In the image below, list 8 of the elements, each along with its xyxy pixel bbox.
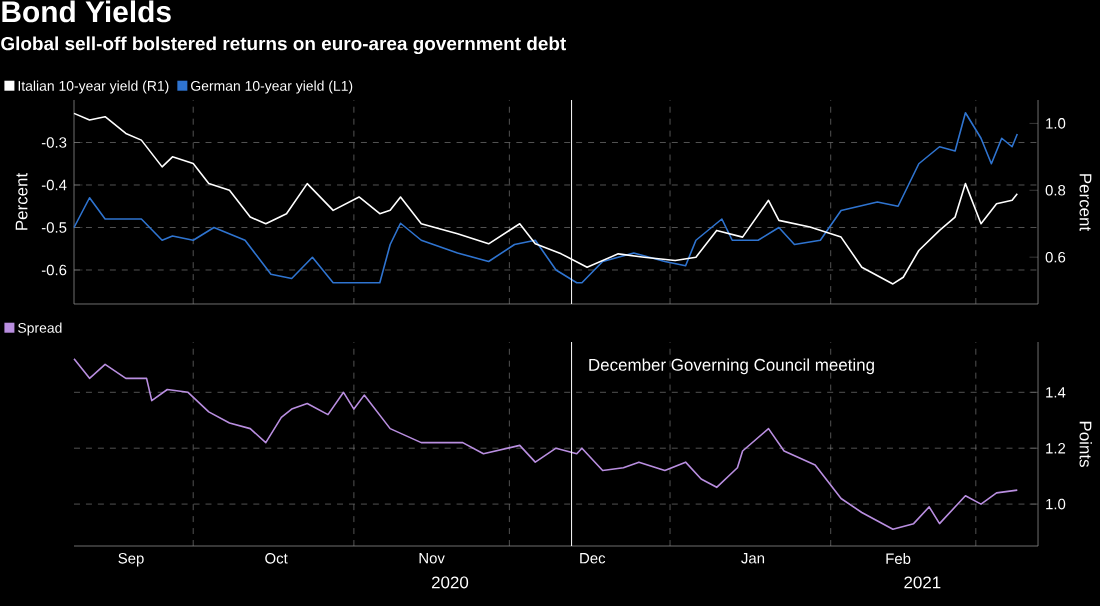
text: 2021 [904, 576, 941, 589]
y2-axis-title: Points [1079, 421, 1092, 467]
chart-title: Bond Yields [2, 0, 171, 23]
text: 2020 [431, 576, 469, 589]
ref-line-label: December Governing Council meeting [589, 358, 874, 375]
chart-subtitle: Global sell-off bolstered returns on euro-area government debt [1, 36, 567, 55]
y-axis-title: Percent [15, 172, 28, 230]
y2-axis-title: Percent [1079, 174, 1092, 232]
